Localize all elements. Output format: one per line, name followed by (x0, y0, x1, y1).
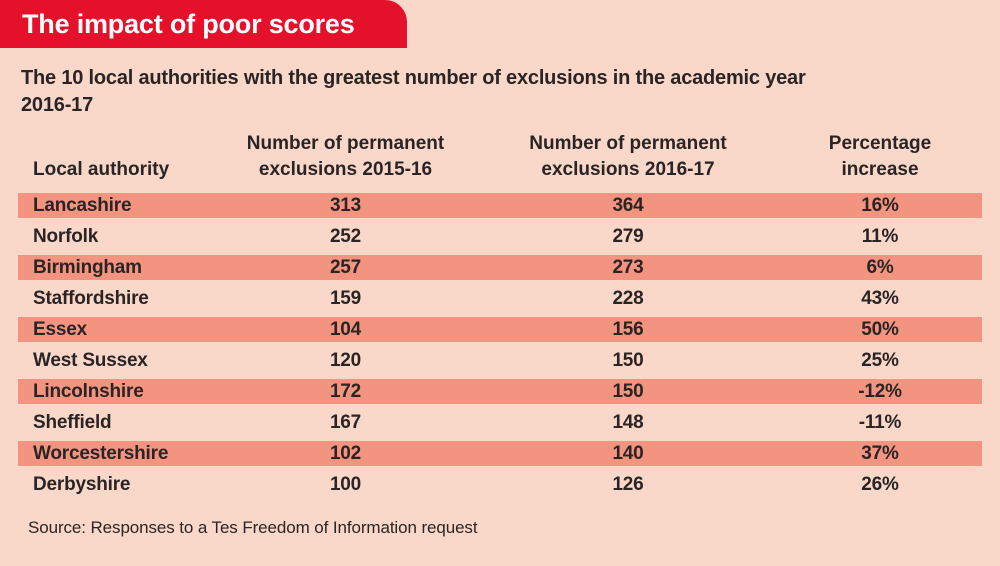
cell-local-authority: Norfolk (33, 225, 99, 247)
cell-local-authority: Birmingham (33, 256, 142, 278)
cell-local-authority: Lincolnshire (33, 380, 144, 402)
cell-local-authority: Staffordshire (33, 287, 149, 309)
table-body: Lancashire 313 364 16% Norfolk 252 279 1… (18, 190, 982, 500)
cell-local-authority: Lancashire (33, 194, 132, 216)
table-row: Lincolnshire 172 150 -12% (18, 376, 982, 407)
cell-exclusions-2016-17: 150 (612, 349, 644, 371)
title-banner: The impact of poor scores (0, 0, 407, 48)
column-header-exclusions-2016-17: Number of permanent exclusions 2016-17 (529, 133, 727, 180)
table-row: Derbyshire 100 126 26% (18, 469, 982, 500)
cell-percentage-increase: 25% (861, 349, 899, 371)
cell-percentage-increase: 6% (866, 256, 894, 278)
table-row: Essex 104 156 50% (18, 314, 982, 345)
subtitle-line-1: The 10 local authorities with the greate… (21, 67, 806, 89)
cell-exclusions-2015-16: 252 (329, 225, 362, 247)
table-row: Birmingham 257 273 6% (18, 252, 982, 283)
cell-exclusions-2016-17: 364 (612, 194, 644, 216)
cell-percentage-increase: 37% (861, 442, 899, 464)
cell-local-authority: Sheffield (33, 411, 112, 433)
cell-exclusions-2016-17: 148 (612, 411, 644, 433)
subtitle-line-2: 2016-17 (21, 94, 93, 116)
chart-subtitle: The 10 local authorities with the greate… (21, 65, 980, 119)
cell-exclusions-2016-17: 140 (612, 442, 644, 464)
column-header-percentage-increase: Percentage increase (828, 133, 932, 180)
table-row: Lancashire 313 364 16% (18, 190, 982, 221)
cell-exclusions-2015-16: 100 (329, 473, 362, 495)
table-row: Staffordshire 159 228 43% (18, 283, 982, 314)
cell-local-authority: Worcestershire (33, 442, 169, 464)
table-row: Sheffield 167 148 -11% (18, 407, 982, 438)
cell-percentage-increase: -11% (858, 411, 902, 433)
cell-percentage-increase: 16% (861, 194, 899, 216)
cell-exclusions-2016-17: 126 (612, 473, 644, 495)
cell-local-authority: Derbyshire (33, 473, 131, 495)
table-row: West Sussex 120 150 25% (18, 345, 982, 376)
cell-local-authority: Essex (33, 318, 87, 340)
cell-exclusions-2016-17: 150 (612, 380, 644, 402)
cell-local-authority: West Sussex (33, 349, 148, 371)
cell-exclusions-2015-16: 159 (329, 287, 362, 309)
cell-exclusions-2015-16: 102 (329, 442, 362, 464)
cell-exclusions-2015-16: 167 (329, 411, 362, 433)
table-row: Worcestershire 102 140 37% (18, 438, 982, 469)
cell-exclusions-2016-17: 273 (612, 256, 644, 278)
cell-exclusions-2015-16: 172 (329, 380, 362, 402)
column-header-exclusions-2015-16: Number of permanent exclusions 2015-16 (246, 133, 445, 180)
cell-exclusions-2016-17: 228 (612, 287, 644, 309)
source-note: Source: Responses to a Tes Freedom of In… (28, 518, 478, 537)
page-title: The impact of poor scores (22, 8, 355, 39)
cell-percentage-increase: 50% (861, 318, 899, 340)
column-header-local-authority: Local authority (33, 159, 170, 180)
cell-exclusions-2016-17: 156 (612, 318, 644, 340)
table-row: Norfolk 252 279 11% (18, 221, 982, 252)
cell-percentage-increase: 43% (861, 287, 899, 309)
table-header-row: Local authority Number of permanent excl… (18, 131, 982, 186)
cell-percentage-increase: 26% (861, 473, 899, 495)
exclusions-table: Local authority Number of permanent excl… (18, 131, 982, 500)
cell-exclusions-2015-16: 120 (329, 349, 362, 371)
cell-exclusions-2016-17: 279 (612, 225, 644, 247)
cell-exclusions-2015-16: 257 (329, 256, 362, 278)
cell-percentage-increase: 11% (861, 225, 899, 247)
cell-exclusions-2015-16: 104 (329, 318, 362, 340)
exclusions-infographic: The impact of poor scores The 10 local a… (0, 0, 982, 537)
cell-percentage-increase: -12% (858, 380, 902, 402)
cell-exclusions-2015-16: 313 (329, 194, 362, 216)
